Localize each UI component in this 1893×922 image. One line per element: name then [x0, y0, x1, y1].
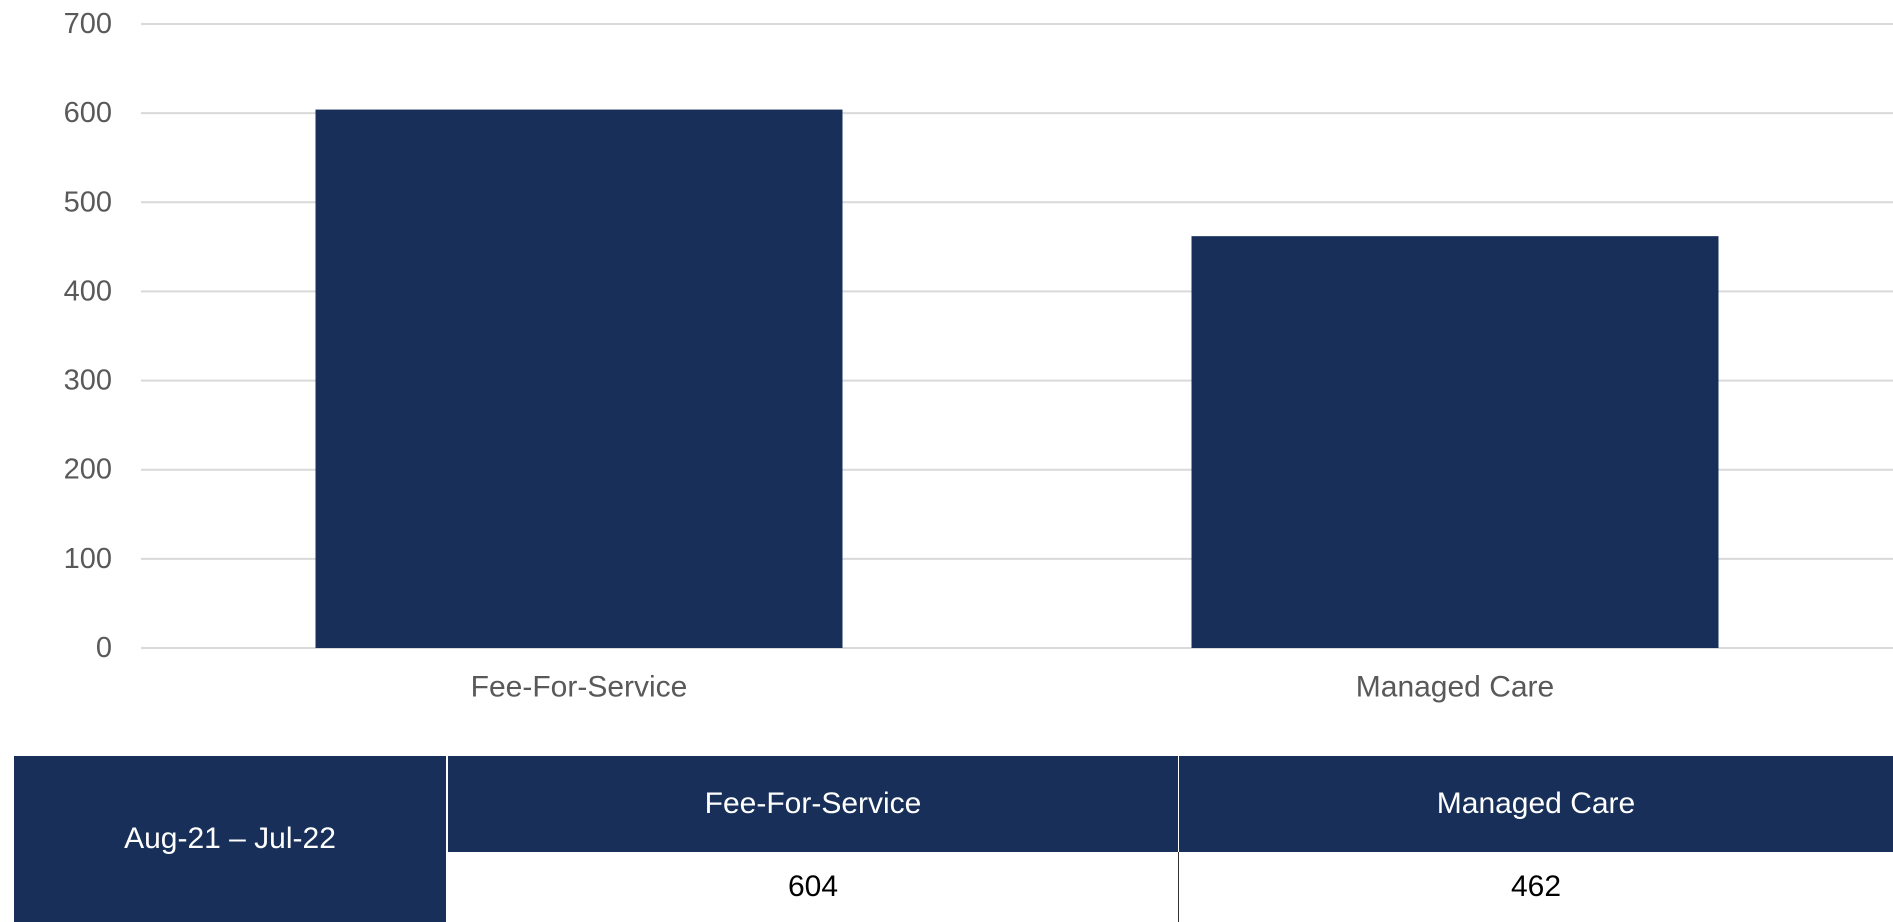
y-tick-label: 400	[64, 275, 112, 307]
table-value-managed-care: 462	[1178, 852, 1893, 922]
table-header-row: Aug-21 – Jul-22 Fee-For-Service Managed …	[14, 756, 1893, 922]
y-tick-label: 300	[64, 365, 112, 397]
y-tick-label: 100	[64, 543, 112, 575]
table-row: 604 462	[14, 852, 1893, 922]
bar-managed-care	[1191, 236, 1719, 648]
bar-chart-svg: 0 100 200 300 400 500 600 700 Fee-For-Service Ma…	[64, 8, 1893, 704]
y-tick-label: 500	[64, 186, 112, 218]
bar-fee-for-service	[315, 109, 843, 648]
x-tick-label: Fee-For-Service	[471, 671, 688, 704]
bar-chart: 0 100 200 300 400 500 600 700 Fee-For-Service Ma…	[64, 8, 1893, 704]
bars	[315, 109, 1719, 648]
y-tick-label: 200	[64, 454, 112, 486]
x-tick-label: Managed Care	[1356, 671, 1554, 704]
table-header-managed-care: Managed Care	[1178, 756, 1893, 852]
y-axis-tick-labels: 0 100 200 300 400 500 600 700	[64, 8, 112, 664]
y-tick-label: 600	[64, 97, 112, 129]
table-value-fee-for-service: 604	[447, 852, 1179, 922]
table-header-fee-for-service: Fee-For-Service	[447, 756, 1179, 852]
x-axis-tick-labels: Fee-For-Service Managed Care	[471, 671, 1555, 704]
data-table: Aug-21 – Jul-22 Fee-For-Service Managed …	[14, 756, 1893, 922]
table-row-label: Aug-21 – Jul-22	[14, 756, 448, 922]
y-tick-label: 700	[64, 8, 112, 40]
y-tick-label: 0	[96, 632, 112, 664]
